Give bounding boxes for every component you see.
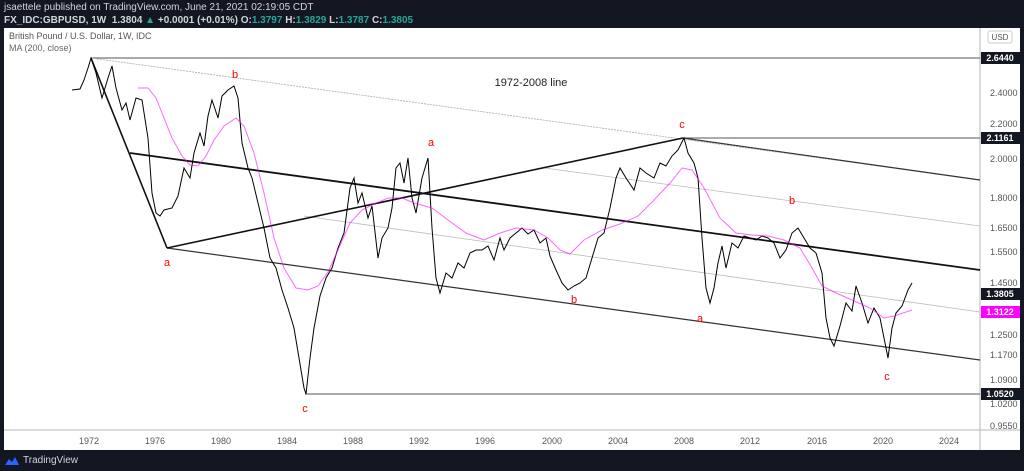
svg-text:1984: 1984 bbox=[277, 436, 297, 446]
svg-text:1996: 1996 bbox=[475, 436, 495, 446]
ma-price-label bbox=[981, 306, 1020, 318]
svg-text:1988: 1988 bbox=[343, 436, 363, 446]
pitchfork-handle-line[interactable] bbox=[90, 57, 168, 249]
last-price-label bbox=[981, 288, 1020, 300]
change: +0.0001 (+0.01%) bbox=[157, 15, 238, 26]
svg-text:1.3805: 1.3805 bbox=[986, 289, 1014, 299]
svg-text:1.4500: 1.4500 bbox=[990, 278, 1018, 288]
svg-text:1992: 1992 bbox=[409, 436, 429, 446]
upper-parallel-line[interactable] bbox=[90, 57, 981, 181]
wave-label-a-1992: a bbox=[428, 137, 435, 149]
price-label-1.0520 bbox=[981, 388, 1020, 400]
svg-text:2024: 2024 bbox=[939, 436, 959, 446]
tradingview-cloud-icon bbox=[5, 456, 19, 465]
svg-text:1.5500: 1.5500 bbox=[990, 247, 1018, 257]
wave-label-b-1981: b bbox=[232, 69, 238, 81]
svg-text:2.0000: 2.0000 bbox=[990, 154, 1018, 164]
publish-header: jsaettele published on TradingView.com, … bbox=[0, 0, 1024, 28]
svg-text:1.0900: 1.0900 bbox=[990, 375, 1018, 385]
svg-text:1.1700: 1.1700 bbox=[990, 350, 1018, 360]
time-axis[interactable]: 1972 1976 1980 1984 1988 1992 1996 2000 … bbox=[79, 436, 959, 446]
annotation-1972-2008-line: 1972-2008 line bbox=[495, 77, 568, 89]
svg-text:2012: 2012 bbox=[740, 436, 760, 446]
svg-text:1972: 1972 bbox=[79, 436, 99, 446]
svg-text:1.8000: 1.8000 bbox=[990, 193, 1018, 203]
ma-200-line bbox=[138, 87, 913, 319]
inner-parallel-upper[interactable] bbox=[543, 167, 981, 227]
a-to-c-line[interactable] bbox=[166, 137, 684, 249]
symbol-line: FX_IDC:GBPUSD, 1W 1.3804 ▲ +0.0001 (+0.0… bbox=[4, 15, 413, 26]
svg-text:0.9550: 0.9550 bbox=[990, 421, 1018, 431]
price-label-2.6440 bbox=[981, 52, 1020, 64]
price-label-2.1161 bbox=[981, 132, 1020, 144]
published-line: jsaettele published on TradingView.com, … bbox=[4, 2, 314, 13]
svg-text:2.4000: 2.4000 bbox=[990, 88, 1018, 98]
svg-text:1980: 1980 bbox=[211, 436, 231, 446]
footer: TradingView bbox=[0, 450, 1024, 471]
svg-text:2020: 2020 bbox=[873, 436, 893, 446]
up-arrow-icon: ▲ bbox=[145, 15, 156, 26]
svg-text:2.1161: 2.1161 bbox=[986, 133, 1013, 143]
wave-label-c-1985: c bbox=[302, 403, 308, 415]
currency-button[interactable] bbox=[987, 30, 1013, 44]
wave-label-b-2014: b bbox=[789, 195, 795, 207]
svg-text:1.0520: 1.0520 bbox=[986, 389, 1014, 399]
close-value: 1.3805 bbox=[382, 15, 414, 26]
currency-label: USD bbox=[992, 33, 1009, 42]
svg-text:1.6500: 1.6500 bbox=[990, 223, 1018, 233]
low-label: L: bbox=[329, 15, 339, 26]
median-1972-2008-line[interactable] bbox=[129, 152, 981, 271]
svg-text:2000: 2000 bbox=[542, 436, 562, 446]
high-label: H: bbox=[285, 15, 296, 26]
svg-text:2008: 2008 bbox=[674, 436, 694, 446]
svg-text:1976: 1976 bbox=[145, 436, 165, 446]
svg-text:1.2500: 1.2500 bbox=[990, 330, 1018, 340]
indicator-legend[interactable]: MA (200, close) bbox=[9, 43, 72, 53]
open-value: 1.3797 bbox=[251, 15, 283, 26]
lower-channel-line[interactable] bbox=[166, 247, 981, 361]
svg-text:2004: 2004 bbox=[608, 436, 628, 446]
price-axis[interactable]: 2.4000 2.2000 2.0000 1.8000 1.6500 1.550… bbox=[990, 88, 1018, 431]
chart-title: British Pound / U.S. Dollar, 1W, IDC bbox=[9, 31, 152, 41]
tradingview-logo[interactable]: TradingView bbox=[4, 455, 78, 466]
close-label: C: bbox=[371, 15, 383, 26]
svg-text:2.2000: 2.2000 bbox=[990, 119, 1018, 129]
last-price: 1.3804 bbox=[111, 15, 143, 26]
upper-channel-line[interactable] bbox=[682, 137, 981, 181]
inner-parallel-lower[interactable] bbox=[303, 215, 981, 313]
symbol: FX_IDC:GBPUSD, 1W bbox=[4, 15, 107, 26]
wave-label-c-2008: c bbox=[679, 119, 685, 131]
chart-canvas[interactable]: b a c a b c a b c 1972-2008 line 1972 19… bbox=[4, 28, 1020, 450]
svg-text:1.0200: 1.0200 bbox=[990, 399, 1018, 409]
price-series bbox=[71, 56, 913, 395]
wave-label-a-2009: a bbox=[697, 313, 704, 325]
low-value: 1.3787 bbox=[338, 15, 370, 26]
chart-panel[interactable]: b a c a b c a b c 1972-2008 line 1972 19… bbox=[4, 28, 1020, 450]
svg-text:2.6440: 2.6440 bbox=[986, 53, 1014, 63]
brand-name: TradingView bbox=[23, 455, 79, 466]
svg-text:1.3122: 1.3122 bbox=[986, 307, 1014, 317]
high-value: 1.3829 bbox=[295, 15, 327, 26]
svg-text:2016: 2016 bbox=[807, 436, 827, 446]
wave-label-c-2020: c bbox=[884, 371, 890, 383]
open-label: O: bbox=[240, 15, 252, 26]
wave-label-b-2001: b bbox=[571, 294, 577, 306]
wave-label-a-1976: a bbox=[164, 257, 171, 269]
